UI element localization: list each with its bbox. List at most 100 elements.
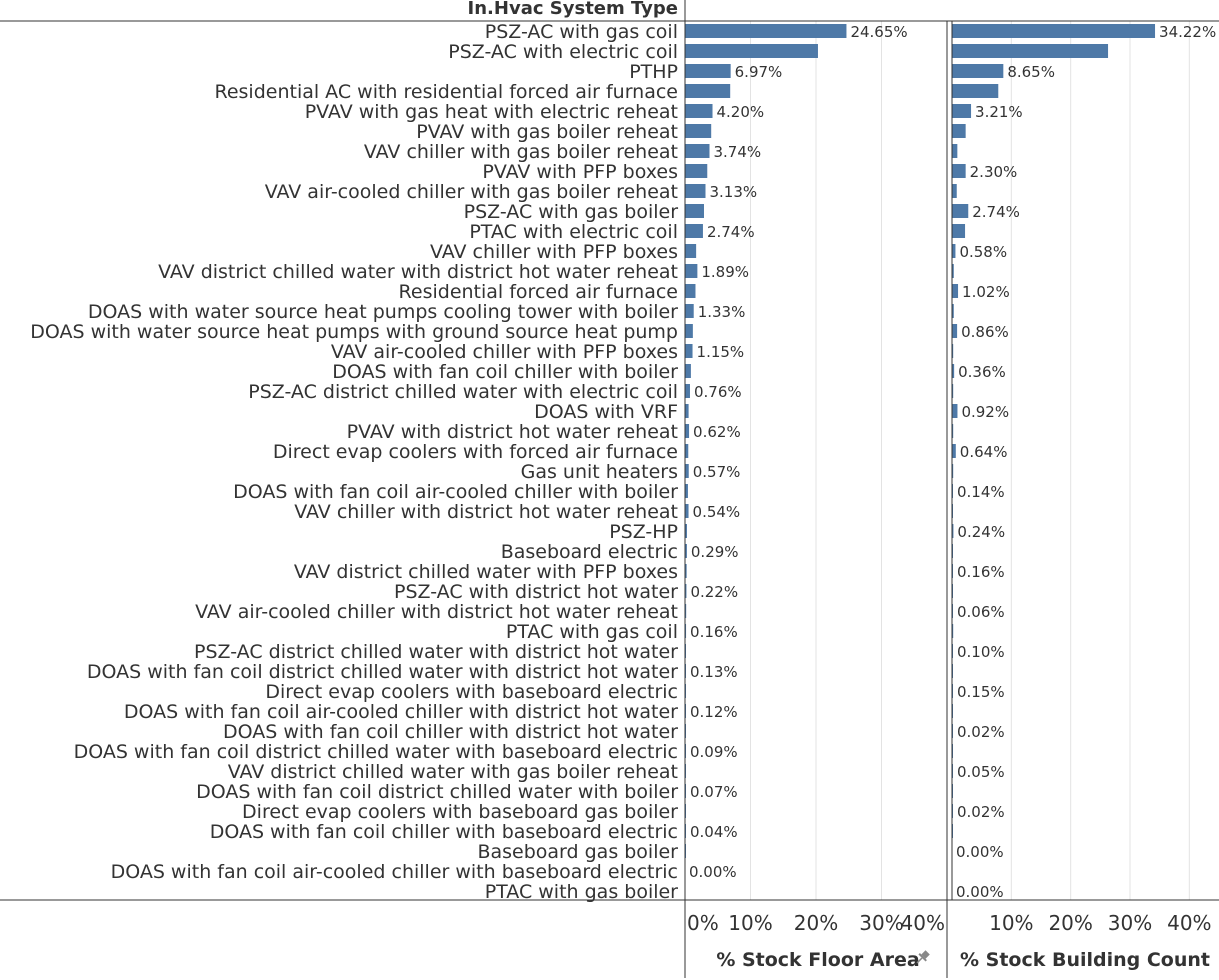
bar-building-count: [952, 144, 958, 158]
category-label: PSZ-AC with gas coil: [485, 21, 678, 43]
row-header-label: In.Hvac System Type: [468, 0, 678, 19]
bar-building-count: [952, 224, 966, 238]
tick-label-building-count: 40%: [1167, 911, 1211, 935]
category-label: Residential forced air furnace: [399, 281, 678, 303]
value-label-building-count: 0.15%: [957, 683, 1005, 701]
bar-building-count: [952, 64, 1004, 78]
bar-floor-area: [685, 164, 708, 178]
value-label-building-count: 34.22%: [1159, 23, 1216, 41]
value-label-building-count: 0.58%: [959, 243, 1007, 261]
bar-floor-area: [685, 424, 690, 438]
bar-building-count: [952, 324, 958, 338]
value-label-floor-area: 6.97%: [735, 63, 783, 81]
value-label-floor-area: 0.76%: [694, 383, 742, 401]
axis-layer: 0% 10% 20% 30%40% 10% 20% 30% 40%% Stock Floor …: [687, 911, 1212, 971]
value-label-floor-area: 0.00%: [689, 863, 737, 881]
value-label-building-count: 0.36%: [958, 363, 1006, 381]
category-label: PSZ-HP: [609, 521, 678, 543]
bar-building-count: [952, 364, 955, 378]
value-label-floor-area: 2.74%: [707, 223, 755, 241]
tick-label-floor-area: 20%: [794, 911, 838, 935]
category-label: VAV chiller with gas boiler reheat: [364, 141, 678, 163]
category-label: PVAV with gas heat with electric reheat: [305, 101, 678, 123]
category-label: PSZ-AC district chilled water with distr…: [194, 641, 678, 663]
category-label: Direct evap coolers with forced air furn…: [273, 441, 678, 463]
category-label: DOAS with water source heat pumps coolin…: [88, 301, 678, 323]
category-label: PSZ-AC with district hot water: [394, 581, 678, 603]
bar-floor-area: [685, 224, 703, 238]
value-label-floor-area: 0.04%: [690, 823, 738, 841]
value-label-floor-area: 0.13%: [690, 663, 738, 681]
bars-layer: [685, 24, 1156, 858]
bar-floor-area: [685, 204, 704, 218]
value-label-floor-area: 0.57%: [693, 463, 741, 481]
bar-building-count: [952, 44, 1109, 58]
bar-building-count: [952, 124, 966, 138]
bar-building-count: [952, 164, 966, 178]
bar-floor-area: [685, 44, 818, 58]
bar-building-count: [952, 404, 958, 418]
category-label: Direct evap coolers with baseboard elect…: [265, 681, 678, 703]
value-label-building-count: 0.16%: [957, 563, 1005, 581]
category-label: PVAV with PFP boxes: [482, 161, 678, 183]
category-label: Direct evap coolers with baseboard gas b…: [242, 801, 678, 823]
bar-floor-area: [685, 104, 713, 118]
bar-building-count: [952, 304, 954, 318]
pin-icon-base: [918, 953, 927, 962]
category-label: PTAC with electric coil: [469, 221, 678, 243]
bar-building-count: [952, 424, 954, 438]
value-label-building-count: 0.10%: [957, 643, 1005, 661]
value-label-building-count: 0.24%: [957, 523, 1005, 541]
bar-building-count: [952, 264, 954, 278]
category-label: DOAS with fan coil chiller with baseboar…: [210, 821, 678, 843]
bar-building-count: [952, 244, 956, 258]
category-label: VAV district chilled water with PFP boxe…: [294, 561, 678, 583]
bar-floor-area: [685, 624, 687, 638]
category-label: VAV air-cooled chiller with gas boiler r…: [265, 181, 678, 203]
bar-building-count: [952, 24, 1156, 38]
category-label: DOAS with water source heat pumps with g…: [30, 321, 678, 343]
bar-floor-area: [685, 464, 689, 478]
bar-floor-area: [685, 524, 687, 538]
category-label: DOAS with fan coil district chilled wate…: [74, 741, 678, 763]
tick-label-floor-area: 30%: [859, 911, 903, 935]
bar-floor-area: [685, 584, 687, 598]
bar-floor-area: [685, 24, 847, 38]
value-label-building-count: 8.65%: [1007, 63, 1055, 81]
category-label: VAV air-cooled chiller with PFP boxes: [331, 341, 678, 363]
value-label-building-count: 0.02%: [957, 723, 1005, 741]
bar-floor-area: [685, 124, 712, 138]
value-label-building-count: 0.14%: [957, 483, 1005, 501]
tick-label-building-count: 30%: [1108, 911, 1152, 935]
bar-building-count: [952, 444, 956, 458]
value-label-building-count: 0.64%: [960, 443, 1008, 461]
bar-floor-area: [685, 304, 694, 318]
category-label: DOAS with fan coil chiller with district…: [223, 721, 678, 743]
bar-building-count: [952, 524, 954, 538]
bar-floor-area: [685, 144, 710, 158]
category-label: PSZ-AC with electric coil: [448, 41, 678, 63]
category-label: DOAS with fan coil district chilled wate…: [196, 781, 678, 803]
bar-floor-area: [685, 364, 691, 378]
value-label-floor-area: 24.65%: [850, 23, 907, 41]
bar-floor-area: [685, 564, 687, 578]
tick-label-floor-area: 40%: [901, 911, 945, 935]
value-label-building-count: 0.05%: [957, 763, 1005, 781]
tick-label-floor-area: 10%: [728, 911, 772, 935]
bar-floor-area: [685, 324, 693, 338]
category-label: PTHP: [629, 61, 678, 83]
value-label-floor-area: 3.13%: [710, 183, 758, 201]
category-label: PSZ-AC district chilled water with elect…: [248, 381, 678, 403]
value-label-building-count: 0.00%: [956, 843, 1004, 861]
category-label: Baseboard gas boiler: [477, 841, 678, 863]
bar-floor-area: [685, 404, 689, 418]
value-label-building-count: 2.74%: [972, 203, 1020, 221]
value-label-floor-area: 1.89%: [701, 263, 749, 281]
bar-floor-area: [685, 244, 697, 258]
value-label-building-count: 3.21%: [975, 103, 1023, 121]
category-label: VAV air-cooled chiller with district hot…: [195, 601, 678, 623]
category-label: DOAS with VRF: [534, 401, 678, 423]
tick-label-building-count: 10%: [989, 911, 1033, 935]
axis-title-building-count: % Stock Building Count: [960, 949, 1210, 971]
